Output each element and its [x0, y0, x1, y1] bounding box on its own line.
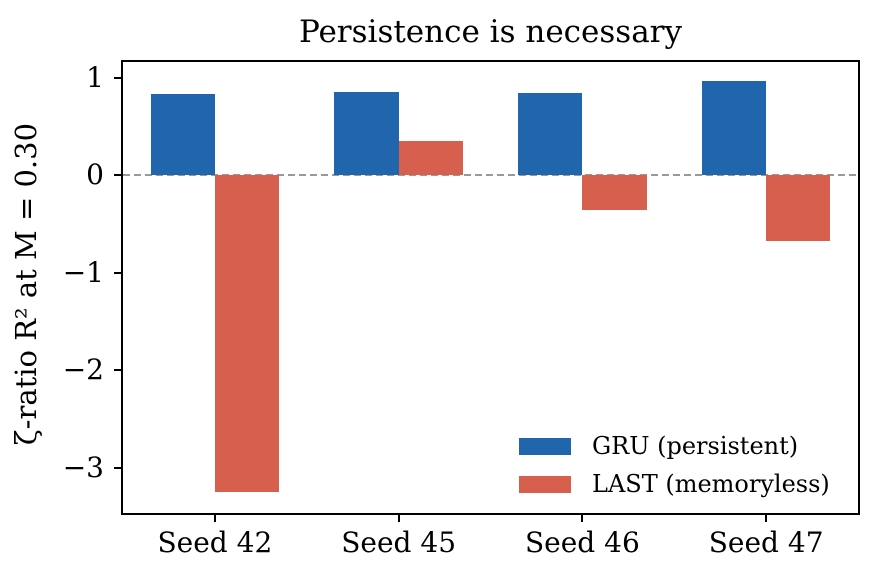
- bar-gru-seed-47: [701, 80, 767, 176]
- y-tick-label: −3: [62, 451, 104, 485]
- x-tick-mark: [213, 513, 216, 522]
- x-tick-mark: [397, 513, 400, 522]
- x-tick-label: Seed 46: [524, 526, 640, 559]
- bar-gru-seed-42: [150, 94, 215, 176]
- bar-gru-seed-46: [518, 93, 583, 176]
- legend: GRU (persistent) LAST (memoryless): [519, 433, 830, 509]
- x-tick-mark: [765, 513, 768, 522]
- x-tick-mark: [581, 513, 584, 522]
- legend-swatch-last: [519, 475, 571, 493]
- zero-reference-line: [123, 174, 858, 177]
- y-tick-label: −2: [62, 353, 104, 387]
- legend-swatch-gru: [519, 437, 571, 455]
- legend-entry-last: LAST (memoryless): [519, 471, 830, 497]
- bar-last-seed-42: [214, 175, 280, 493]
- y-tick-label: 1: [86, 60, 104, 94]
- x-tick-label: Seed 45: [341, 526, 457, 559]
- bar-last-seed-45: [398, 141, 463, 176]
- y-tick-mark: [114, 271, 123, 274]
- y-tick-mark: [114, 467, 123, 470]
- bar-last-seed-46: [582, 175, 647, 211]
- legend-label-last: LAST (memoryless): [592, 470, 830, 498]
- bar-last-seed-47: [766, 175, 831, 241]
- legend-entry-gru: GRU (persistent): [519, 433, 830, 459]
- y-tick-mark: [114, 174, 123, 177]
- x-tick-label: Seed 47: [708, 526, 824, 559]
- legend-label-gru: GRU (persistent): [592, 432, 799, 460]
- y-tick-mark: [114, 76, 123, 79]
- x-tick-label: Seed 42: [157, 526, 273, 559]
- bar-gru-seed-45: [334, 92, 399, 176]
- y-tick-mark: [114, 369, 123, 372]
- chart-title: Persistence is necessary: [298, 14, 683, 50]
- y-tick-label: 0: [86, 158, 104, 192]
- y-tick-label: −1: [62, 255, 104, 289]
